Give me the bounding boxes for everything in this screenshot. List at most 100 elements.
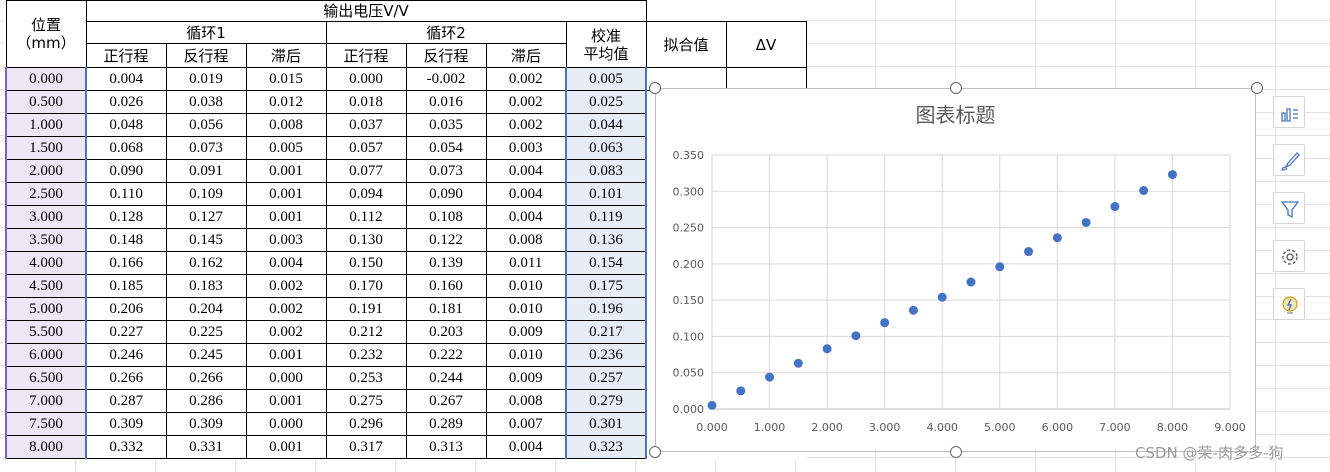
cell-forward-2[interactable]: 0.232	[325, 343, 407, 367]
cell-reverse-1[interactable]: 0.109	[165, 182, 247, 206]
cell-calib-avg[interactable]: 0.217	[565, 320, 647, 344]
header-position[interactable]: 位置 （mm）	[5, 0, 87, 68]
header-hysteresis-1[interactable]: 滞后	[245, 43, 327, 68]
cell-position[interactable]: 7.500	[5, 412, 87, 436]
cell-hysteresis-2[interactable]: 0.009	[485, 366, 567, 390]
cell-hysteresis-1[interactable]: 0.001	[245, 435, 327, 459]
cell-position[interactable]: 5.500	[5, 320, 87, 344]
header-forward-2[interactable]: 正行程	[325, 43, 407, 68]
cell-forward-1[interactable]: 0.048	[85, 113, 167, 137]
cell-forward-1[interactable]: 0.185	[85, 274, 167, 298]
cell-hysteresis-1[interactable]: 0.000	[245, 412, 327, 436]
cell-reverse-2[interactable]: 0.289	[405, 412, 487, 436]
chart-title[interactable]: 图表标题	[915, 103, 996, 127]
cell-position[interactable]: 1.500	[5, 136, 87, 160]
cell-forward-2[interactable]: 0.112	[325, 205, 407, 229]
cell-reverse-2[interactable]: 0.122	[405, 228, 487, 252]
cell-reverse-2[interactable]: 0.222	[405, 343, 487, 367]
cell-reverse-1[interactable]: 0.183	[165, 274, 247, 298]
cell-position[interactable]: 0.500	[5, 90, 87, 114]
cell-hysteresis-2[interactable]: 0.011	[485, 251, 567, 275]
cell-reverse-1[interactable]: 0.309	[165, 412, 247, 436]
cell-hysteresis-2[interactable]: 0.002	[485, 90, 567, 114]
header-output-voltage[interactable]: 输出电压V/V	[85, 0, 647, 22]
cell-calib-avg[interactable]: 0.257	[565, 366, 647, 390]
cell-reverse-2[interactable]: 0.035	[405, 113, 487, 137]
cell-forward-2[interactable]: 0.130	[325, 228, 407, 252]
cell-reverse-1[interactable]: 0.331	[165, 435, 247, 459]
cell-calib-avg[interactable]: 0.025	[565, 90, 647, 114]
cell-calib-avg[interactable]: 0.063	[565, 136, 647, 160]
cell-delta-v[interactable]	[725, 67, 807, 91]
cell-forward-1[interactable]: 0.166	[85, 251, 167, 275]
cell-hysteresis-2[interactable]: 0.003	[485, 136, 567, 160]
cell-hysteresis-2[interactable]: 0.008	[485, 389, 567, 413]
cell-reverse-2[interactable]: 0.054	[405, 136, 487, 160]
cell-calib-avg[interactable]: 0.083	[565, 159, 647, 183]
cell-reverse-2[interactable]: 0.139	[405, 251, 487, 275]
cell-reverse-1[interactable]: 0.162	[165, 251, 247, 275]
cell-position[interactable]: 1.000	[5, 113, 87, 137]
cell-forward-1[interactable]: 0.227	[85, 320, 167, 344]
chart-settings-button[interactable]	[1273, 240, 1305, 272]
cell-hysteresis-2[interactable]: 0.007	[485, 412, 567, 436]
cell-reverse-2[interactable]: 0.090	[405, 182, 487, 206]
cell-calib-avg[interactable]: 0.154	[565, 251, 647, 275]
cell-forward-1[interactable]: 0.332	[85, 435, 167, 459]
cell-forward-2[interactable]: 0.253	[325, 366, 407, 390]
ideas-button[interactable]	[1273, 288, 1305, 320]
cell-forward-2[interactable]: 0.275	[325, 389, 407, 413]
header-calib-avg[interactable]: 校准 平均值	[565, 21, 647, 68]
cell-reverse-1[interactable]: 0.245	[165, 343, 247, 367]
cell-reverse-2[interactable]: 0.073	[405, 159, 487, 183]
cell-position[interactable]: 3.500	[5, 228, 87, 252]
cell-forward-1[interactable]: 0.110	[85, 182, 167, 206]
cell-reverse-2[interactable]: 0.313	[405, 435, 487, 459]
cell-forward-2[interactable]: 0.150	[325, 251, 407, 275]
cell-hysteresis-1[interactable]: 0.001	[245, 159, 327, 183]
header-cycle1[interactable]: 循环1	[85, 21, 327, 44]
header-cycle2[interactable]: 循环2	[325, 21, 567, 44]
cell-forward-1[interactable]: 0.206	[85, 297, 167, 321]
cell-reverse-1[interactable]: 0.286	[165, 389, 247, 413]
cell-hysteresis-1[interactable]: 0.012	[245, 90, 327, 114]
resize-handle-bottom-left[interactable]	[649, 446, 661, 458]
cell-hysteresis-2[interactable]: 0.004	[485, 435, 567, 459]
cell-calib-avg[interactable]: 0.323	[565, 435, 647, 459]
cell-position[interactable]: 5.000	[5, 297, 87, 321]
cell-forward-2[interactable]: 0.018	[325, 90, 407, 114]
cell-forward-2[interactable]: 0.037	[325, 113, 407, 137]
cell-position[interactable]: 2.500	[5, 182, 87, 206]
cell-hysteresis-2[interactable]: 0.002	[485, 67, 567, 91]
cell-calib-avg[interactable]: 0.279	[565, 389, 647, 413]
cell-hysteresis-1[interactable]: 0.001	[245, 343, 327, 367]
cell-hysteresis-1[interactable]: 0.002	[245, 297, 327, 321]
cell-hysteresis-2[interactable]: 0.004	[485, 182, 567, 206]
header-delta-v[interactable]: ΔV	[725, 21, 807, 68]
cell-hysteresis-1[interactable]: 0.008	[245, 113, 327, 137]
cell-reverse-1[interactable]: 0.056	[165, 113, 247, 137]
cell-position[interactable]: 4.500	[5, 274, 87, 298]
cell-reverse-2[interactable]: 0.267	[405, 389, 487, 413]
cell-hysteresis-1[interactable]: 0.005	[245, 136, 327, 160]
cell-hysteresis-2[interactable]: 0.010	[485, 274, 567, 298]
cell-position[interactable]: 3.000	[5, 205, 87, 229]
cell-position[interactable]: 0.000	[5, 67, 87, 91]
cell-hysteresis-2[interactable]: 0.004	[485, 205, 567, 229]
cell-hysteresis-1[interactable]: 0.002	[245, 320, 327, 344]
cell-forward-2[interactable]: 0.170	[325, 274, 407, 298]
cell-position[interactable]: 6.500	[5, 366, 87, 390]
cell-position[interactable]: 7.000	[5, 389, 87, 413]
resize-handle-top[interactable]	[950, 82, 962, 94]
cell-reverse-2[interactable]: 0.108	[405, 205, 487, 229]
cell-hysteresis-2[interactable]: 0.002	[485, 113, 567, 137]
cell-calib-avg[interactable]: 0.236	[565, 343, 647, 367]
resize-handle-top-left[interactable]	[649, 82, 661, 94]
cell-forward-1[interactable]: 0.246	[85, 343, 167, 367]
cell-hysteresis-1[interactable]: 0.001	[245, 389, 327, 413]
cell-forward-2[interactable]: 0.094	[325, 182, 407, 206]
cell-hysteresis-1[interactable]: 0.004	[245, 251, 327, 275]
cell-calib-avg[interactable]: 0.044	[565, 113, 647, 137]
header-hysteresis-2[interactable]: 滞后	[485, 43, 567, 68]
cell-forward-1[interactable]: 0.266	[85, 366, 167, 390]
